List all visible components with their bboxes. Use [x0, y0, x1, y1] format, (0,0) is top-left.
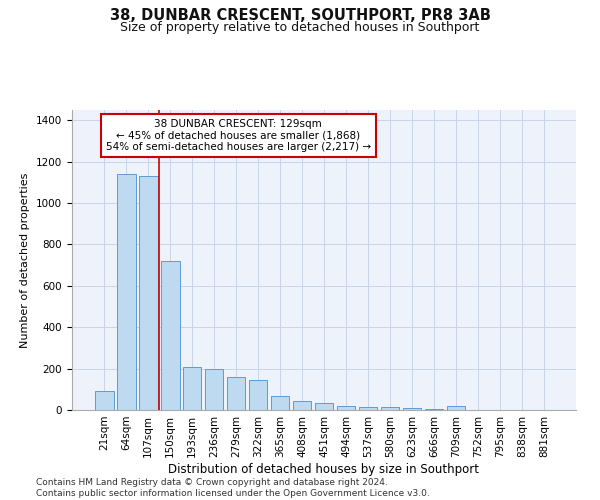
Bar [117, 174, 136, 410]
Bar [95, 392, 113, 410]
Bar [139, 176, 158, 410]
Bar [293, 400, 311, 410]
Text: Size of property relative to detached houses in Southport: Size of property relative to detached ho… [121, 21, 479, 34]
Bar [249, 380, 268, 410]
Bar [183, 366, 202, 410]
Bar [446, 406, 465, 410]
Text: Contains HM Land Registry data © Crown copyright and database right 2024.
Contai: Contains HM Land Registry data © Crown c… [36, 478, 430, 498]
X-axis label: Distribution of detached houses by size in Southport: Distribution of detached houses by size … [169, 462, 479, 475]
Bar [403, 408, 421, 410]
Bar [205, 368, 223, 410]
Bar [271, 396, 289, 410]
Text: 38 DUNBAR CRESCENT: 129sqm
← 45% of detached houses are smaller (1,868)
54% of s: 38 DUNBAR CRESCENT: 129sqm ← 45% of deta… [106, 119, 371, 152]
Bar [380, 407, 399, 410]
Bar [227, 377, 245, 410]
Bar [161, 261, 179, 410]
Y-axis label: Number of detached properties: Number of detached properties [20, 172, 31, 348]
Bar [314, 403, 334, 410]
Bar [425, 409, 443, 410]
Bar [337, 406, 355, 410]
Bar [359, 407, 377, 410]
Text: 38, DUNBAR CRESCENT, SOUTHPORT, PR8 3AB: 38, DUNBAR CRESCENT, SOUTHPORT, PR8 3AB [110, 8, 490, 22]
